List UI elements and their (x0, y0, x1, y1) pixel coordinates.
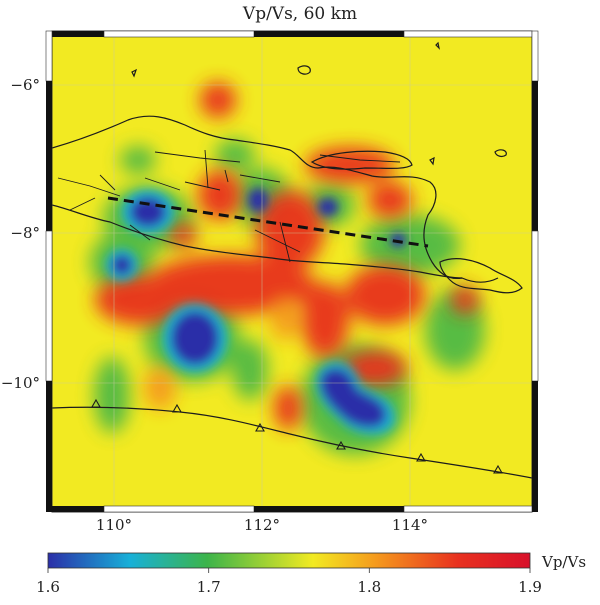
lat-tick-10: −10° (1, 374, 40, 392)
colorbar-gradient (47, 552, 531, 569)
colorbar: 1.6 1.7 1.8 1.9 Vp/Vs (36, 552, 586, 596)
lat-tick-6: −6° (10, 76, 40, 94)
map-title: Vp/Vs, 60 km (242, 4, 358, 24)
colorbar-tick-2: 1.7 (197, 578, 221, 596)
lon-tick-114: 114° (392, 516, 428, 534)
colorbar-label: Vp/Vs (541, 553, 586, 571)
lat-tick-8: −8° (10, 224, 40, 242)
lat-tick-labels: −6° −8° −10° (1, 76, 40, 392)
coastlines (52, 41, 523, 294)
lon-tick-labels: 110° 112° 114° (96, 516, 428, 534)
colorbar-tick-3: 1.8 (357, 578, 381, 596)
faults (57, 149, 401, 263)
profile-line (107, 196, 429, 248)
map-frame (45, 30, 539, 513)
lon-tick-110: 110° (96, 516, 132, 534)
colorbar-tick-max: 1.9 (518, 578, 542, 596)
graticule (52, 31, 532, 512)
red-anomalies (95, 82, 479, 430)
tomography-field (52, 31, 532, 512)
colorbar-tick-min: 1.6 (36, 578, 60, 596)
trench (52, 398, 532, 479)
lon-tick-112: 112° (244, 516, 280, 534)
